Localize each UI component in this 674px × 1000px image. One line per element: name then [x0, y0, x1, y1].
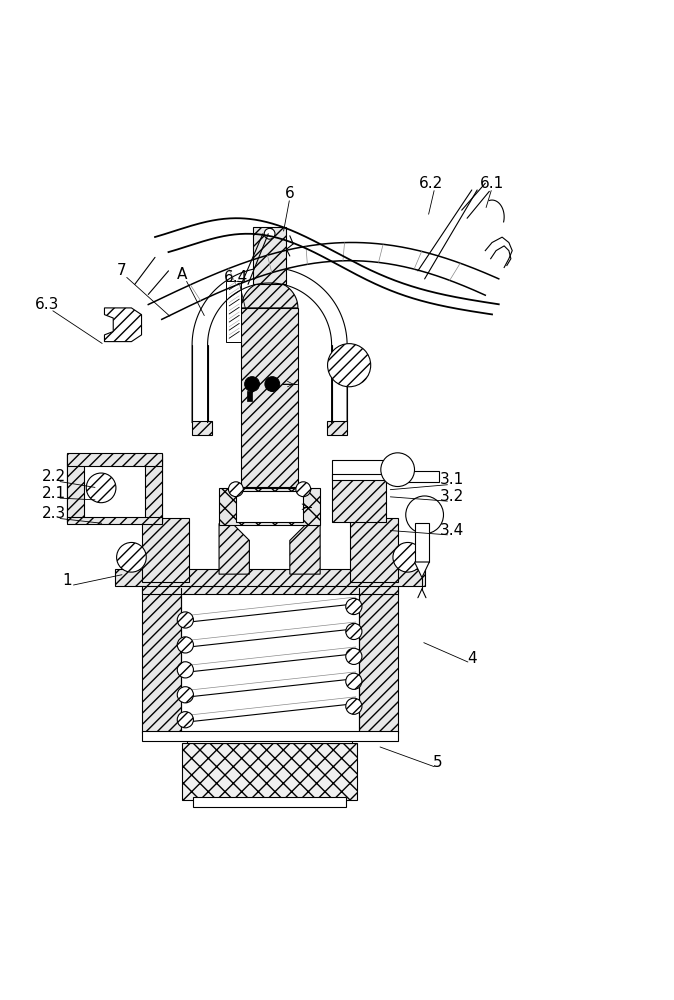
Bar [142, 518, 189, 582]
Bar [415, 523, 429, 562]
Text: 6.1: 6.1 [480, 176, 504, 191]
Text: 3.4: 3.4 [439, 523, 464, 538]
Circle shape [177, 637, 193, 653]
Polygon shape [290, 524, 320, 574]
Bar [386, 471, 439, 482]
Circle shape [328, 344, 371, 387]
Polygon shape [415, 562, 429, 578]
Text: 2.1: 2.1 [42, 486, 66, 501]
Text: 1: 1 [63, 573, 72, 588]
Circle shape [86, 473, 116, 503]
Text: 2.3: 2.3 [42, 506, 66, 521]
Text: 3.1: 3.1 [439, 472, 464, 487]
Bar [332, 474, 386, 522]
Circle shape [245, 377, 259, 391]
Text: 7: 7 [117, 263, 126, 278]
Circle shape [117, 542, 146, 572]
Bar [241, 308, 298, 487]
Bar [253, 227, 286, 284]
Circle shape [346, 623, 362, 640]
Circle shape [228, 482, 243, 497]
Bar [327, 421, 347, 435]
Text: 5: 5 [433, 755, 443, 770]
Text: 6.3: 6.3 [35, 297, 59, 312]
Bar [145, 454, 162, 522]
Bar [67, 454, 162, 522]
Circle shape [177, 662, 193, 678]
Polygon shape [104, 308, 142, 342]
Bar [187, 735, 352, 743]
Circle shape [393, 542, 423, 572]
Bar [142, 582, 398, 594]
Text: 6.2: 6.2 [419, 176, 443, 191]
Bar [142, 731, 398, 741]
Circle shape [264, 228, 275, 239]
Circle shape [265, 377, 280, 391]
Circle shape [346, 648, 362, 664]
Bar [332, 460, 402, 480]
Polygon shape [241, 281, 298, 308]
Circle shape [346, 698, 362, 714]
Circle shape [296, 482, 311, 497]
Circle shape [346, 598, 362, 615]
Circle shape [381, 453, 415, 487]
Circle shape [346, 673, 362, 689]
Text: 2.2: 2.2 [42, 469, 66, 484]
Circle shape [177, 687, 193, 703]
Bar [219, 488, 320, 525]
Bar [142, 588, 181, 733]
Text: 6.4: 6.4 [224, 270, 248, 285]
Bar [226, 281, 241, 342]
Bar [192, 421, 212, 435]
Bar [193, 797, 346, 807]
Bar [236, 491, 303, 522]
Bar [67, 517, 162, 524]
Bar [247, 391, 252, 401]
Bar [67, 453, 162, 466]
Bar [115, 569, 425, 586]
Circle shape [177, 612, 193, 628]
Polygon shape [219, 524, 249, 574]
Text: A: A [177, 267, 187, 282]
Text: 4: 4 [467, 651, 477, 666]
Bar [350, 518, 398, 582]
Bar [182, 743, 357, 800]
Circle shape [177, 712, 193, 728]
Text: 6: 6 [285, 186, 295, 201]
Circle shape [406, 496, 443, 534]
Text: 3.2: 3.2 [439, 489, 464, 504]
Bar [359, 588, 398, 733]
Bar [67, 454, 84, 522]
